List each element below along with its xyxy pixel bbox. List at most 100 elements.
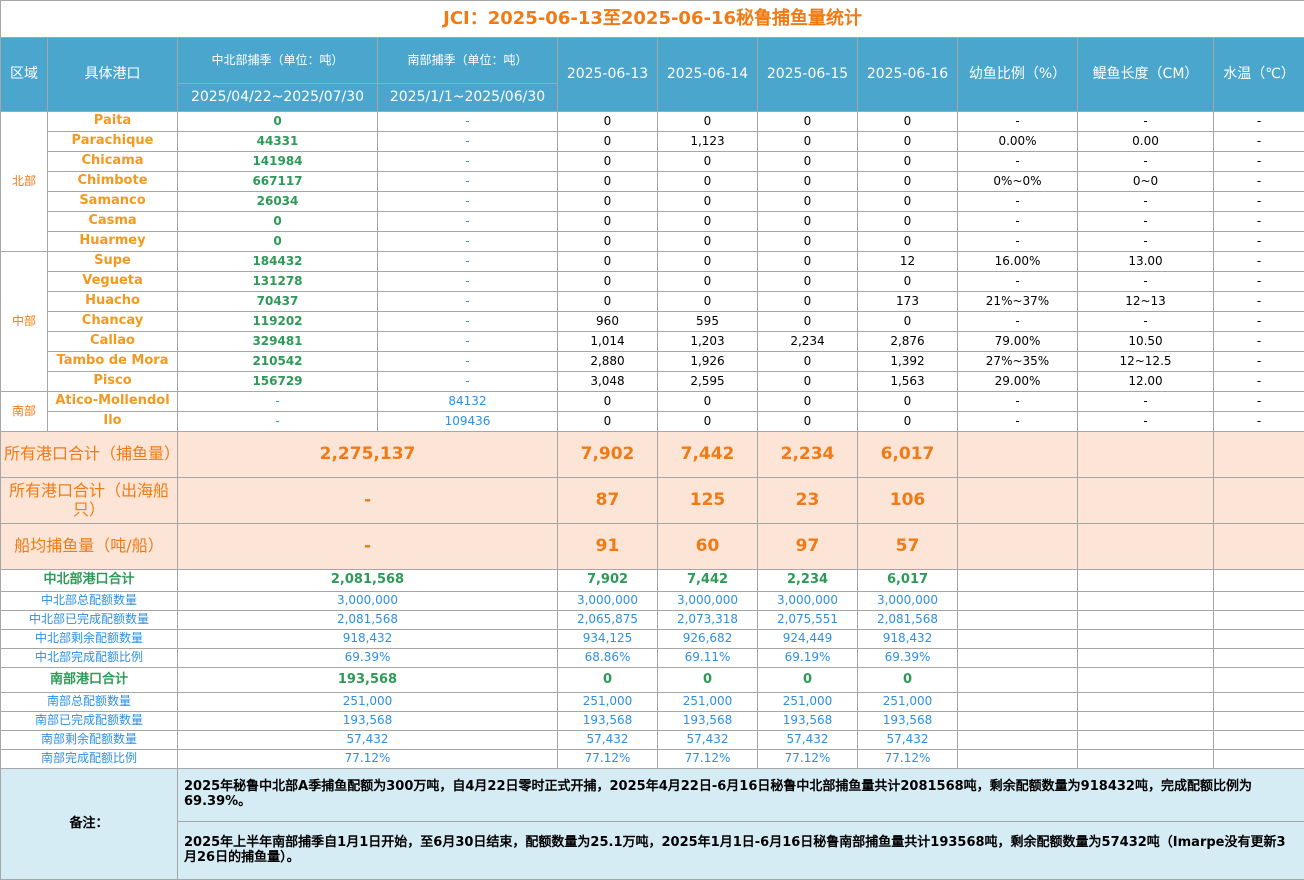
- daily-total: 7,902: [557, 431, 658, 478]
- daily-catch: 0: [657, 211, 758, 232]
- south-season: -: [377, 331, 558, 352]
- daily-catch: 0: [757, 291, 858, 312]
- table-row: Casma 0-0 0 0 0- - -: [1, 211, 1304, 232]
- daily-catch: 0: [657, 271, 758, 292]
- empty-cell: [1212, 730, 1304, 750]
- port-name: Chicama: [47, 151, 178, 172]
- daily-catch: 960: [557, 311, 658, 332]
- empty-cell: [1077, 431, 1214, 478]
- daily-catch: 0: [857, 111, 958, 132]
- north-season: -: [177, 411, 378, 432]
- port-name: Chimbote: [47, 171, 178, 192]
- daily-total: 77.12%: [557, 749, 658, 769]
- header-cell: 2025/1/1~2025/06/30: [377, 83, 558, 112]
- north-season: 131278: [177, 271, 378, 292]
- empty-cell: [957, 569, 1078, 592]
- daily-catch: 1,203: [657, 331, 758, 352]
- fish-length: 0.00: [1077, 131, 1214, 152]
- water-temp: -: [1212, 411, 1304, 432]
- row-label: 船均捕鱼量（吨/船）: [0, 523, 178, 570]
- empty-cell: [1212, 648, 1304, 668]
- table-row: 所有港口合计（出海船只） -87 125 23 106: [0, 477, 1304, 524]
- table-row: Ilo -109436 0 0 0 0- - -: [1, 411, 1304, 432]
- empty-cell: [957, 477, 1078, 524]
- daily-catch: 0: [857, 151, 958, 172]
- daily-catch: 2,595: [657, 371, 758, 392]
- juvenile-ratio: 79.00%: [957, 331, 1078, 352]
- season-total: 2,081,568: [177, 610, 558, 630]
- port-name: Vegueta: [47, 271, 178, 292]
- daily-total: 0: [757, 667, 858, 693]
- daily-catch: 0: [557, 391, 658, 412]
- table-row: Chicama 141984-0 0 0 0- - -: [1, 151, 1304, 172]
- north-season: 0: [177, 231, 378, 252]
- fish-length: 13.00: [1077, 251, 1214, 272]
- juvenile-ratio: -: [957, 151, 1078, 172]
- fish-length: -: [1077, 151, 1214, 172]
- daily-catch: 12: [857, 251, 958, 272]
- daily-catch: 0: [657, 291, 758, 312]
- juvenile-ratio: -: [957, 271, 1078, 292]
- daily-total: 69.11%: [657, 648, 758, 668]
- daily-catch: 0: [757, 231, 858, 252]
- daily-catch: 0: [757, 151, 858, 172]
- empty-cell: [1077, 667, 1214, 693]
- south-season: -: [377, 231, 558, 252]
- daily-catch: 1,014: [557, 331, 658, 352]
- juvenile-ratio: -: [957, 411, 1078, 432]
- daily-total: 87: [557, 477, 658, 524]
- table-row: 2025/04/22~2025/07/30 2025/1/1~2025/06/30: [1, 83, 1304, 112]
- daily-catch: 3,048: [557, 371, 658, 392]
- header-cell: 2025/04/22~2025/07/30: [177, 83, 378, 112]
- empty-cell: [1077, 629, 1214, 649]
- fish-length: -: [1077, 391, 1214, 412]
- water-temp: -: [1212, 171, 1304, 192]
- season-total: 193,568: [177, 711, 558, 731]
- south-season: -: [377, 291, 558, 312]
- table-row: Samanco 26034-0 0 0 0- - -: [1, 191, 1304, 212]
- table-row: Callao 329481-1,014 1,203 2,234 2,876 79.00% 1…: [1, 331, 1304, 352]
- north-season: 44331: [177, 131, 378, 152]
- north-season: 70437: [177, 291, 378, 312]
- north-season: 210542: [177, 351, 378, 372]
- north-season: 26034: [177, 191, 378, 212]
- north-season: -: [177, 391, 378, 412]
- daily-total: 7,902: [557, 569, 658, 592]
- daily-total: 2,081,568: [857, 610, 958, 630]
- daily-catch: 0: [757, 191, 858, 212]
- south-season: -: [377, 131, 558, 152]
- table-row: 中北部总配额数量 3,000,000 3,000,000 3,000,000 3,000…: [0, 591, 1304, 611]
- port-name: Chancay: [47, 311, 178, 332]
- season-total: -: [177, 477, 558, 524]
- daily-total: 3,000,000: [657, 591, 758, 611]
- table-row: 2025年上半年南部捕季自1月1日开始，至6月30日结束，配额数量为25.1万吨…: [1, 821, 1304, 880]
- daily-catch: 0: [757, 171, 858, 192]
- table-row: Huarmey 0-0 0 0 0- - -: [1, 231, 1304, 252]
- fish-length: 12~12.5: [1077, 351, 1214, 372]
- daily-catch: 0: [557, 171, 658, 192]
- water-temp: -: [1212, 291, 1304, 312]
- daily-catch: 0: [657, 231, 758, 252]
- fish-length: -: [1077, 211, 1214, 232]
- table-row: Chancay 119202-960 595 0 0- - -: [1, 311, 1304, 332]
- north-season: 0: [177, 111, 378, 132]
- daily-total: 77.12%: [657, 749, 758, 769]
- port-name: Supe: [47, 251, 178, 272]
- table-row: 南部 Atico-Mollendol -84132 0 0 0 0- - -: [0, 391, 1304, 432]
- header-cell: 2025-06-15: [757, 37, 858, 112]
- title: JCI：2025-06-13至2025-06-16秘鲁捕鱼量统计: [0, 0, 1304, 38]
- daily-catch: 0: [557, 151, 658, 172]
- juvenile-ratio: 27%~35%: [957, 351, 1078, 372]
- empty-cell: [1077, 730, 1214, 750]
- juvenile-ratio: 29.00%: [957, 371, 1078, 392]
- daily-total: 7,442: [657, 569, 758, 592]
- daily-catch: 0: [757, 271, 858, 292]
- north-season: 184432: [177, 251, 378, 272]
- south-season: -: [377, 351, 558, 372]
- north-season: 667117: [177, 171, 378, 192]
- daily-catch: 0: [757, 251, 858, 272]
- daily-total: 193,568: [757, 711, 858, 731]
- region-name: 南部: [0, 391, 48, 432]
- daily-total: 193,568: [557, 711, 658, 731]
- daily-total: 924,449: [757, 629, 858, 649]
